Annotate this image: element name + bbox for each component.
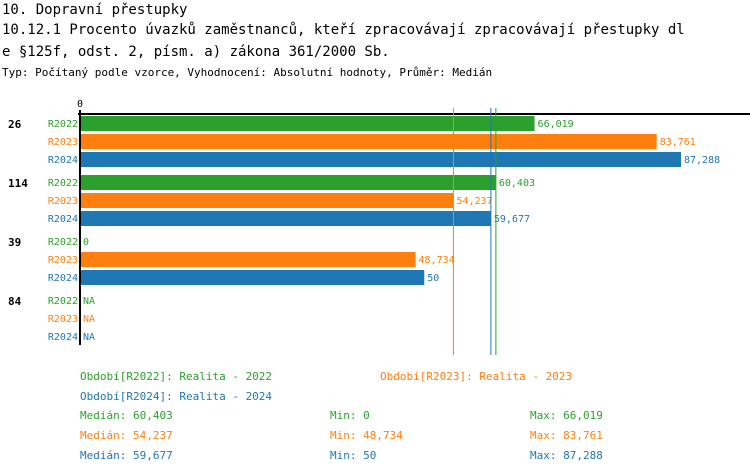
series-label: R2024	[48, 214, 78, 225]
data-label: NA	[83, 332, 95, 343]
chart-subtitle-2: e §125f, odst. 2, písm. a) zákona 361/20…	[2, 44, 390, 60]
bar	[81, 193, 454, 208]
data-label: 66,019	[538, 119, 574, 130]
stat-min-r2024: Min: 50	[330, 449, 377, 462]
bar	[81, 175, 496, 190]
page-title: 10. Dopravní přestupky	[2, 2, 188, 18]
data-label: 0	[83, 237, 89, 248]
bar	[81, 270, 425, 285]
stat-max-r2024: Max: 87,288	[530, 449, 603, 462]
series-label: R2022	[48, 237, 78, 248]
legend-r2023: Období[R2023]: Realita - 2023	[380, 370, 573, 383]
bar	[81, 134, 657, 149]
category-label: 26	[8, 118, 22, 131]
stat-max-r2023: Max: 83,761	[530, 429, 603, 442]
chart-info: Typ: Počítaný podle vzorce, Vyhodnocení:…	[2, 66, 493, 79]
bar-chart: 0 26 R2022 66,019 R2023 83,761 R2024 87,288 114 R…	[8, 99, 750, 355]
bar	[81, 211, 491, 226]
data-label: 59,677	[494, 214, 530, 225]
stat-min-r2023: Min: 48,734	[330, 429, 403, 442]
category-label: 39	[8, 236, 21, 249]
data-label: 83,761	[660, 137, 696, 148]
series-label: R2023	[48, 314, 78, 325]
series-label: R2023	[48, 196, 78, 207]
stat-median-r2024: Medián: 59,677	[80, 449, 173, 462]
series-label: R2022	[48, 119, 78, 130]
bar	[81, 252, 416, 267]
series-label: R2022	[48, 296, 78, 307]
data-label: 60,403	[499, 178, 535, 189]
stat-min-r2022: Min: 0	[330, 409, 370, 422]
chart-subtitle-1: 10.12.1 Procento úvazků zaměstnanců, kte…	[2, 22, 685, 38]
stat-median-r2022: Medián: 60,403	[80, 409, 173, 422]
series-label: R2024	[48, 155, 78, 166]
category-label: 84	[8, 295, 22, 308]
data-label: 54,237	[456, 196, 492, 207]
series-label: R2024	[48, 273, 78, 284]
data-label: NA	[83, 314, 95, 325]
data-label: 87,288	[684, 155, 720, 166]
series-label: R2023	[48, 255, 78, 266]
bar	[81, 116, 535, 131]
legend-r2022: Období[R2022]: Realita - 2022	[80, 370, 273, 383]
series-label: R2024	[48, 332, 78, 343]
series-label: R2022	[48, 178, 78, 189]
x-tick-label: 0	[77, 99, 83, 110]
bar	[81, 152, 681, 167]
legend-r2024: Období[R2024]: Realita - 2024	[80, 390, 273, 403]
stat-max-r2022: Max: 66,019	[530, 409, 603, 422]
data-label: NA	[83, 296, 95, 307]
stat-median-r2023: Medián: 54,237	[80, 429, 173, 442]
data-label: 48,734	[419, 255, 455, 266]
category-label: 114	[8, 177, 28, 190]
data-label: 50	[427, 273, 439, 284]
series-label: R2023	[48, 137, 78, 148]
